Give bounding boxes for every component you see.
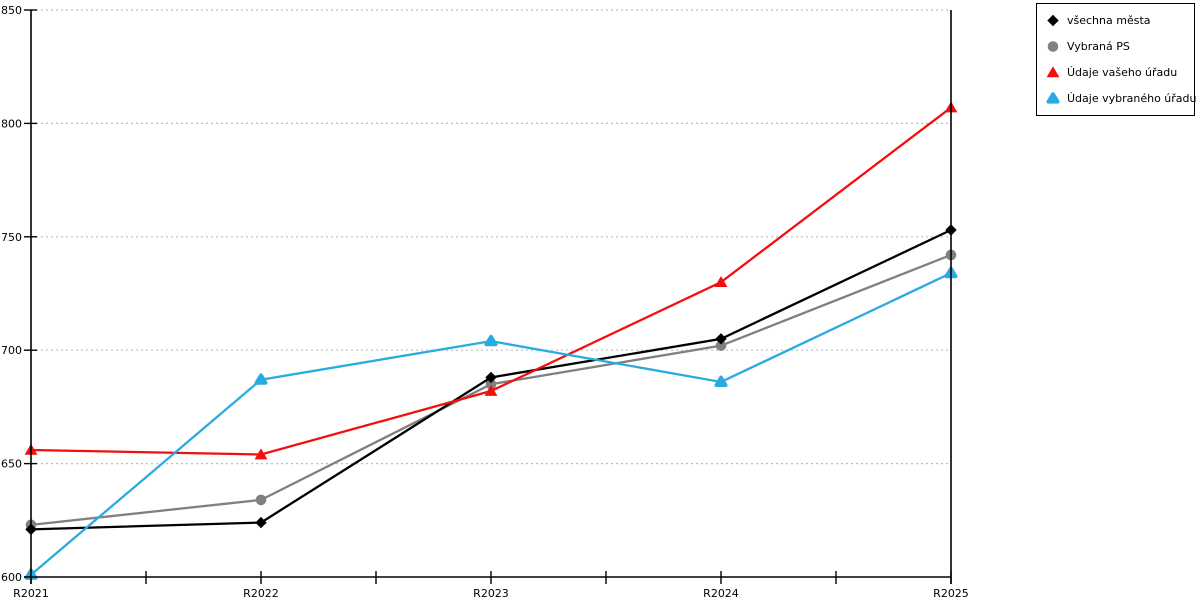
x-tick-label: R2021 [13, 587, 49, 600]
x-tick-label: R2024 [703, 587, 739, 600]
legend-item-your-office: Údaje vašeho úřadu [1045, 66, 1186, 79]
legend-label: Vybraná PS [1067, 40, 1130, 53]
data-point-triangle [1046, 66, 1060, 78]
legend-label: všechna města [1067, 14, 1151, 27]
data-point-triangle [714, 275, 728, 287]
data-point-circle [1047, 41, 1059, 52]
data-point-triangle [254, 448, 268, 460]
data-point-diamond [715, 333, 727, 345]
y-tick-label: 750 [1, 231, 22, 244]
data-point-circle [255, 494, 267, 506]
series-3 [24, 266, 958, 580]
y-tick-label: 600 [1, 571, 22, 584]
series-line [30, 272, 952, 576]
y-tick-label: 700 [1, 344, 22, 357]
circle-marker-icon [1045, 40, 1061, 53]
data-point-triangle-rounded [254, 373, 268, 385]
rounded-triangle-marker-icon [1045, 92, 1061, 105]
legend-item-all-cities: všechna města [1045, 14, 1186, 27]
series-line [30, 106, 952, 456]
series-2 [24, 101, 958, 460]
y-tick-label: 850 [1, 4, 22, 17]
legend: všechna města Vybraná PS Údaje vašeho úř… [1036, 3, 1197, 116]
data-point-diamond [1047, 14, 1059, 27]
data-point-circle [715, 340, 727, 351]
y-tick-label: 650 [1, 458, 22, 471]
legend-item-selected-office: Údaje vybraného úřadu [1045, 92, 1197, 105]
triangle-marker-icon [1045, 66, 1061, 79]
data-point-circle [485, 378, 497, 390]
y-tick-label: 800 [1, 117, 22, 130]
data-point-diamond [485, 371, 497, 384]
data-point-triangle-rounded [484, 334, 498, 347]
x-tick-label: R2025 [933, 587, 969, 600]
diamond-marker-icon [1045, 14, 1061, 27]
data-point-triangle-rounded [1046, 92, 1060, 104]
x-tick-label: R2023 [473, 587, 509, 600]
data-point-triangle-rounded [714, 375, 728, 388]
series-0 [25, 224, 957, 536]
legend-label: Údaje vašeho úřadu [1067, 66, 1178, 79]
data-point-triangle [484, 384, 498, 396]
legend-label: Údaje vybraného úřadu [1067, 92, 1197, 105]
data-point-diamond [255, 516, 267, 529]
x-tick-label: R2022 [243, 587, 279, 600]
legend-item-selected-ps: Vybraná PS [1045, 40, 1186, 53]
